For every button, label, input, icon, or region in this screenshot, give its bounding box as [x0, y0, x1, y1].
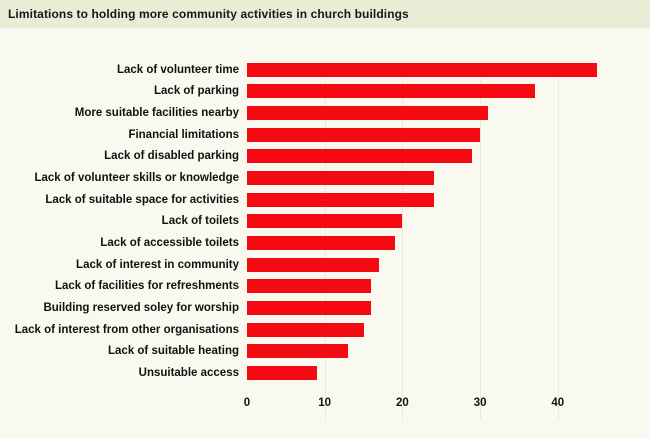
- bar-track: [247, 297, 650, 319]
- bar-track: [247, 211, 650, 233]
- bar-row: More suitable facilities nearby: [0, 102, 650, 124]
- category-label: Lack of interest in community: [76, 258, 239, 271]
- bar-row: Lack of volunteer skills or knowledge: [0, 167, 650, 189]
- bar-track: [247, 124, 650, 146]
- bar-track: [247, 319, 650, 341]
- bar: [247, 127, 481, 142]
- bar: [247, 84, 535, 99]
- bar-row: Lack of interest in community: [0, 254, 650, 276]
- x-tick-label: 20: [395, 396, 409, 409]
- bar-row: Lack of facilities for refreshments: [0, 276, 650, 298]
- category-label: Lack of facilities for refreshments: [54, 280, 239, 293]
- bar: [247, 192, 434, 207]
- bar-track: [247, 189, 650, 211]
- gridline: [480, 78, 482, 420]
- bar-row: Building reserved soley for worship: [0, 297, 650, 319]
- chart-plot-area: Lack of volunteer time Lack of parking Mor…: [0, 28, 650, 420]
- bar: [247, 301, 372, 316]
- bar-track: [247, 167, 650, 189]
- bar-row: Lack of accessible toilets: [0, 232, 650, 254]
- x-tick-label: 0: [243, 396, 251, 409]
- bar-row: Lack of volunteer time: [0, 59, 650, 81]
- bar-track: [247, 81, 650, 103]
- bar: [247, 257, 380, 272]
- bar-row: Lack of parking: [0, 81, 650, 103]
- gridline: [557, 78, 559, 420]
- bar-row: Unsuitable access: [0, 362, 650, 384]
- bar: [247, 62, 597, 77]
- category-label: Lack of volunteer time: [116, 63, 239, 76]
- bar-row: Lack of interest from other organisation…: [0, 319, 650, 341]
- bar-rows: Lack of volunteer time Lack of parking Mor…: [0, 59, 650, 384]
- x-tick-label: 40: [551, 396, 565, 409]
- chart-title-band: Limitations to holding more community ac…: [0, 0, 650, 28]
- bar-track: [247, 254, 650, 276]
- gridline: [402, 78, 404, 420]
- x-tick-label: 30: [473, 396, 487, 409]
- bar: [247, 106, 488, 121]
- category-label: Lack of interest from other organisation…: [14, 323, 239, 336]
- category-label: Lack of accessible toilets: [100, 237, 239, 250]
- bar-row: Lack of toilets: [0, 211, 650, 233]
- x-tick-label: 10: [318, 396, 332, 409]
- bar-track: [247, 102, 650, 124]
- bar: [247, 171, 434, 186]
- bar-track: [247, 232, 650, 254]
- bar-row: Lack of disabled parking: [0, 146, 650, 168]
- category-label: Building reserved soley for worship: [43, 302, 239, 315]
- bar-track: [247, 341, 650, 363]
- bar: [247, 322, 364, 337]
- category-label: Lack of suitable heating: [108, 345, 239, 358]
- chart-title: Limitations to holding more community ac…: [8, 7, 409, 21]
- bar-track: [247, 146, 650, 168]
- category-label: Lack of suitable space for activities: [45, 193, 239, 206]
- bar: [247, 366, 317, 381]
- category-label: Lack of parking: [154, 85, 239, 98]
- category-label: Lack of disabled parking: [104, 150, 239, 163]
- bar: [247, 236, 395, 251]
- bar-track: [247, 362, 650, 384]
- bar: [247, 214, 403, 229]
- bar-track: [247, 276, 650, 298]
- bar-row: Lack of suitable heating: [0, 341, 650, 363]
- category-label: Financial limitations: [128, 128, 239, 141]
- bar: [247, 149, 473, 164]
- category-label: Lack of toilets: [161, 215, 239, 228]
- bar: [247, 344, 348, 359]
- x-axis: 0 10 20 30 40: [0, 397, 650, 411]
- category-label: Lack of volunteer skills or knowledge: [34, 172, 239, 185]
- bar-track: [247, 59, 650, 81]
- category-label: More suitable facilities nearby: [74, 107, 239, 120]
- bar-row: Financial limitations: [0, 124, 650, 146]
- bar-row: Lack of suitable space for activities: [0, 189, 650, 211]
- category-label: Unsuitable access: [138, 367, 239, 380]
- bar: [247, 279, 372, 294]
